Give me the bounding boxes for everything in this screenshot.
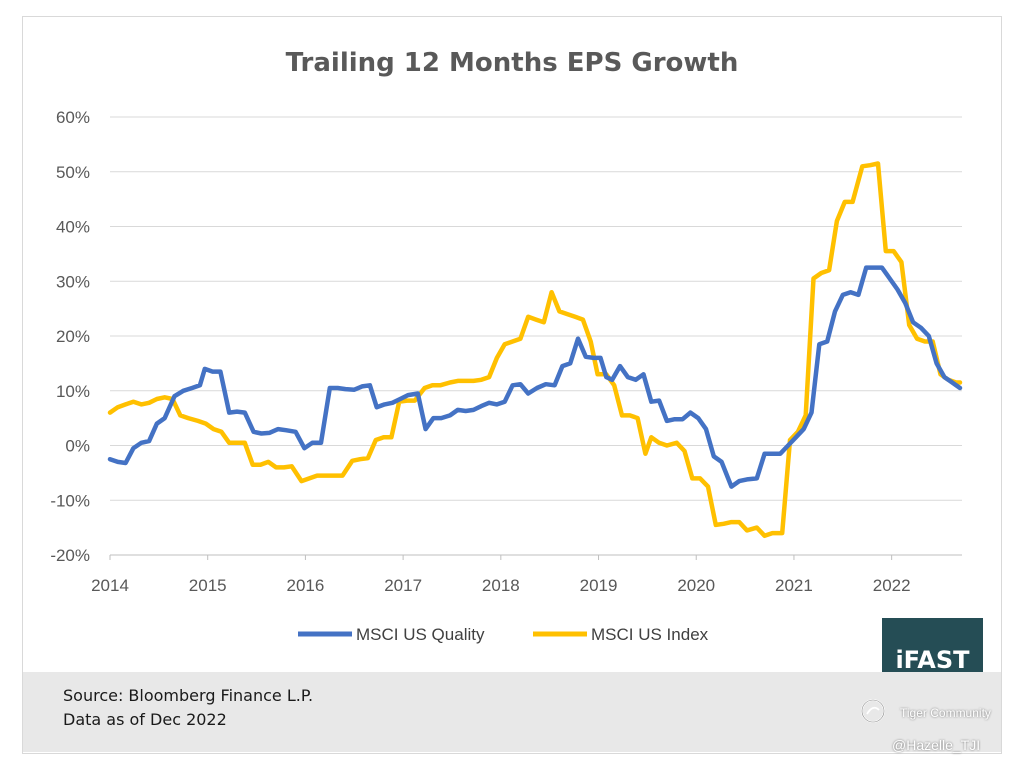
y-tick-label: 10% (56, 382, 90, 401)
legend-label-quality: MSCI US Quality (356, 625, 485, 644)
y-tick-label: 0% (65, 437, 90, 456)
x-tick-label: 2018 (482, 576, 520, 595)
y-tick-label: 20% (56, 327, 90, 346)
x-axis-ticks: 2014 2015 2016 2017 2018 2019 2020 2021 2022 (91, 555, 911, 595)
series-line-msci-us-index (107, 161, 963, 539)
y-tick-label: 50% (56, 163, 90, 182)
x-tick-label: 2016 (286, 576, 324, 595)
tiger-community-icon (861, 699, 885, 723)
y-tick-label: 60% (56, 108, 90, 127)
x-tick-label: 2017 (384, 576, 422, 595)
gridlines (110, 116, 962, 556)
x-tick-label: 2015 (189, 576, 227, 595)
data-asof-text: Data as of Dec 2022 (63, 710, 227, 729)
y-tick-label: -10% (50, 491, 90, 510)
y-tick-label: -20% (50, 546, 90, 565)
source-text: Source: Bloomberg Finance L.P. (63, 686, 314, 705)
y-tick-label: 30% (56, 272, 90, 291)
watermark-community: Tiger Community (900, 706, 991, 720)
series-line-msci-us-quality (107, 265, 963, 489)
watermark-handle: @Hazelle_TJI (892, 737, 981, 753)
source-footer: Source: Bloomberg Finance L.P. Data as o… (23, 672, 1001, 752)
x-tick-label: 2014 (91, 576, 129, 595)
x-tick-label: 2020 (677, 576, 715, 595)
x-tick-label: 2021 (775, 576, 813, 595)
legend: MSCI US Quality MSCI US Index (298, 625, 709, 644)
legend-label-index: MSCI US Index (591, 625, 709, 644)
logo-text: iFAST (895, 645, 970, 674)
chart-title: Trailing 12 Months EPS Growth (285, 48, 739, 78)
y-axis-ticks: 60% 50% 40% 30% 20% 10% 0% -10% -20% (50, 108, 90, 565)
y-tick-label: 40% (56, 218, 90, 237)
series-lines (107, 161, 963, 539)
x-tick-label: 2022 (873, 576, 911, 595)
x-tick-label: 2019 (580, 576, 618, 595)
